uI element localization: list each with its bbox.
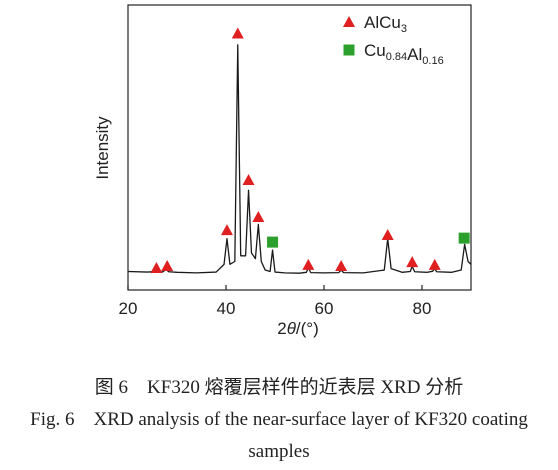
legend-label-part: 3: [401, 23, 407, 35]
legend-label-part: AlCu: [364, 13, 401, 32]
legend-label-part: 0.84: [386, 51, 407, 63]
caption-en: Fig. 6 XRD analysis of the near-surface …: [30, 409, 528, 462]
legend-label-part: 0.16: [422, 55, 443, 67]
plot-frame: [127, 4, 472, 291]
x-tick-label: 40: [217, 299, 236, 318]
x-axis-label: 2θ/(°): [277, 319, 319, 338]
triangle-marker: [381, 228, 394, 240]
triangle-marker: [220, 224, 233, 236]
xrd-line: [127, 44, 472, 274]
triangle-marker: [252, 211, 265, 223]
triangle-marker: [335, 260, 348, 272]
x-tick-label: 60: [315, 299, 334, 318]
legend-label: AlCu3: [364, 13, 407, 35]
chart: Intensity 2θ/(°) 20 40 60 80AlCu3Cu0.84Al0.…: [93, 4, 472, 338]
legend-symbol: [343, 16, 355, 27]
x-tick-label: 20: [119, 299, 138, 318]
x-axis-label-part: /(°): [296, 319, 319, 338]
triangle-marker: [428, 258, 441, 270]
triangle-marker: [406, 256, 419, 268]
caption-zh: 图 6 KF320 熔覆层样件的近表层 XRD 分析: [94, 377, 464, 398]
legend-label: Cu0.84Al0.16: [364, 41, 444, 67]
triangle-marker: [150, 262, 163, 274]
square-marker: [267, 236, 279, 248]
x-axis-label-part: θ: [287, 319, 297, 338]
triangle-marker: [242, 173, 255, 185]
square-marker: [458, 232, 470, 244]
legend-symbol: [343, 44, 355, 56]
legend-label-part: Al: [407, 45, 422, 64]
x-axis-label-part: 2: [277, 319, 286, 338]
triangle-marker: [161, 260, 174, 272]
legend-label-part: Cu: [364, 41, 386, 60]
caption: 图 6 KF320 熔覆层样件的近表层 XRD 分析 Fig. 6 XRD an…: [6, 372, 552, 468]
x-tick-label: 80: [413, 299, 432, 318]
y-axis-label: Intensity: [93, 116, 112, 180]
triangle-marker: [302, 258, 315, 270]
triangle-marker: [231, 27, 244, 39]
